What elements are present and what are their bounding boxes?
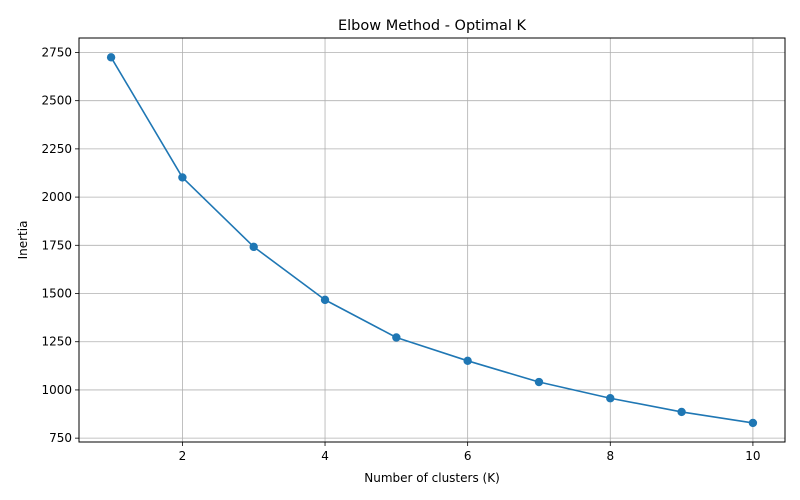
data-point <box>748 418 758 428</box>
data-point <box>320 295 330 305</box>
x-tick-label: 2 <box>179 449 187 463</box>
data-point <box>534 377 544 387</box>
data-point <box>392 333 401 342</box>
data-point <box>677 407 686 417</box>
gridlines <box>79 38 785 442</box>
data-point <box>463 356 472 366</box>
x-tick-label: 4 <box>321 449 329 463</box>
data-point <box>106 53 116 62</box>
chart-title: Elbow Method - Optimal K <box>338 18 527 34</box>
x-axis-label: Number of clusters (K) <box>364 471 500 485</box>
y-axis-label: Inertia <box>16 221 30 260</box>
data-point <box>606 394 615 403</box>
y-tick-label: 2500 <box>41 94 72 108</box>
series-line <box>110 56 754 424</box>
y-tick-label: 2000 <box>41 190 72 204</box>
x-axis-ticks: 2 4 6 8 10 <box>179 442 761 463</box>
data-point <box>249 242 258 252</box>
y-tick-label: 1250 <box>41 335 72 349</box>
y-tick-label: 2250 <box>41 142 72 156</box>
plot-frame <box>78 37 786 443</box>
x-tick-label: 10 <box>745 449 760 463</box>
y-tick-label: 2750 <box>41 45 72 59</box>
y-tick-label: 1500 <box>41 287 72 301</box>
y-tick-label: 1000 <box>41 383 72 397</box>
series-line-layer <box>110 56 754 424</box>
y-tick-label: 750 <box>49 431 72 445</box>
data-points <box>106 53 758 428</box>
x-tick-label: 8 <box>606 449 614 463</box>
data-point <box>178 173 187 182</box>
y-tick-label: 1750 <box>41 238 72 252</box>
y-axis-ticks: 750 1000 1250 1500 1750 2000 2250 2500 2750 <box>41 45 79 445</box>
x-tick-label: 6 <box>464 449 472 463</box>
